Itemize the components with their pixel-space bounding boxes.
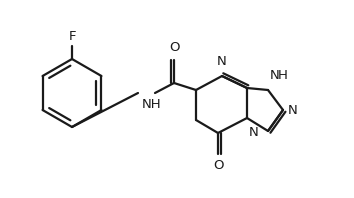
Text: F: F [68,30,76,43]
Text: N: N [288,104,298,116]
Text: H: H [278,69,288,82]
Text: O: O [170,41,180,54]
Text: O: O [213,159,223,172]
Text: NH: NH [142,98,162,111]
Text: N: N [217,55,227,68]
Text: N: N [270,69,280,82]
Text: N: N [249,126,259,139]
